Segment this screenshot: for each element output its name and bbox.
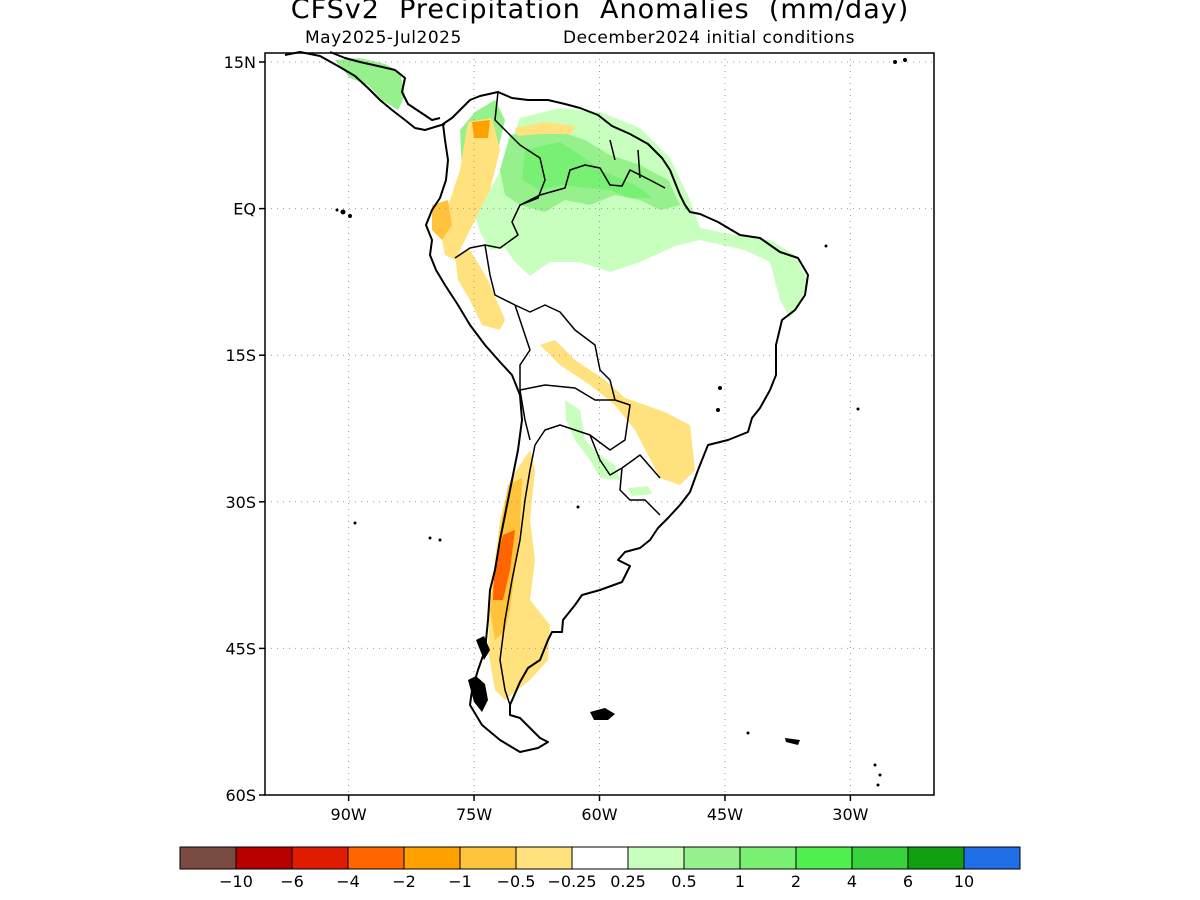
legend-swatch: [515, 846, 573, 870]
country-borders: [454, 91, 666, 706]
legend-label: 4: [847, 872, 857, 891]
legend-label: 1: [735, 872, 745, 891]
legend-swatch: [683, 846, 741, 870]
map-gridlines: [265, 53, 934, 795]
latitude-tick-label: EQ: [233, 200, 256, 219]
dry-anomaly-brazil-central: [540, 340, 695, 485]
longitude-tick-label: 30W: [832, 805, 868, 824]
dry-anomaly-peru: [455, 250, 505, 330]
legend-label: −0.25: [547, 872, 596, 891]
legend-swatch: [907, 846, 965, 870]
wet-anomaly-core: [522, 142, 652, 198]
legend-label: −10: [219, 872, 253, 891]
dry-anomaly-caribbean: [515, 122, 575, 136]
latitude-axis: 15N EQ 15S 30S 45S 60S: [224, 53, 265, 805]
dry-anomaly-colombia-strong: [472, 120, 490, 138]
legend-label: 6: [903, 872, 913, 891]
legend-swatch: [851, 846, 909, 870]
longitude-tick-label: 75W: [456, 805, 492, 824]
dry-anomaly-ecuador: [432, 200, 452, 240]
legend-swatch: [627, 846, 685, 870]
legend-swatch: [347, 846, 405, 870]
wet-anomaly-uruguay: [628, 486, 652, 496]
central-america-caribbean-coast: [329, 51, 441, 121]
wet-anomaly-paraguay: [565, 400, 620, 480]
legend-swatch: [963, 846, 1021, 870]
longitude-tick-label: 45W: [707, 805, 743, 824]
legend-label: 0.5: [671, 872, 696, 891]
south-america-coastline: [425, 91, 809, 753]
wet-anomaly-central-america: [335, 58, 405, 110]
legend-swatch: [403, 846, 461, 870]
latitude-tick-label: 15S: [225, 346, 256, 365]
legend-swatch: [291, 846, 349, 870]
map-title: CFSv2 Precipitation Anomalies (mm/day): [290, 0, 910, 25]
legend-swatch: [739, 846, 797, 870]
latitude-tick-label: 45S: [225, 639, 256, 658]
legend-swatch: [459, 846, 517, 870]
coastlines: [284, 51, 809, 753]
latitude-tick-label: 60S: [225, 786, 256, 805]
forecast-period-label: May2025-Jul2025: [305, 28, 462, 48]
legend-swatch: [571, 846, 629, 870]
initial-conditions-label: December2024 initial conditions: [563, 28, 855, 48]
longitude-tick-label: 60W: [581, 805, 617, 824]
legend-label: −1: [448, 872, 472, 891]
longitude-axis: 90W 75W 60W 45W 30W: [331, 795, 869, 824]
longitude-tick-label: 90W: [331, 805, 367, 824]
legend-label: −4: [336, 872, 360, 891]
legend-swatch: [179, 846, 237, 870]
legend-label: 2: [791, 872, 801, 891]
dry-anomaly-andes-north: [440, 118, 500, 260]
anomaly-shading: [335, 58, 808, 700]
latitude-tick-label: 30S: [225, 493, 256, 512]
legend-label: 10: [954, 872, 974, 891]
legend-swatch: [235, 846, 293, 870]
color-legend: −10 −6 −4 −2 −1 −0.5 −0.25 0.25 0.5 1 2 4 6 10: [179, 846, 1021, 891]
latitude-tick-label: 15N: [224, 53, 256, 72]
legend-label: −6: [280, 872, 304, 891]
legend-label: −0.5: [497, 872, 536, 891]
legend-label: −2: [392, 872, 416, 891]
islands: [335, 58, 907, 787]
dry-anomaly-chile-strong: [493, 530, 515, 600]
legend-swatch: [795, 846, 853, 870]
legend-label: 0.25: [610, 872, 646, 891]
central-america-coastline: [284, 51, 446, 131]
